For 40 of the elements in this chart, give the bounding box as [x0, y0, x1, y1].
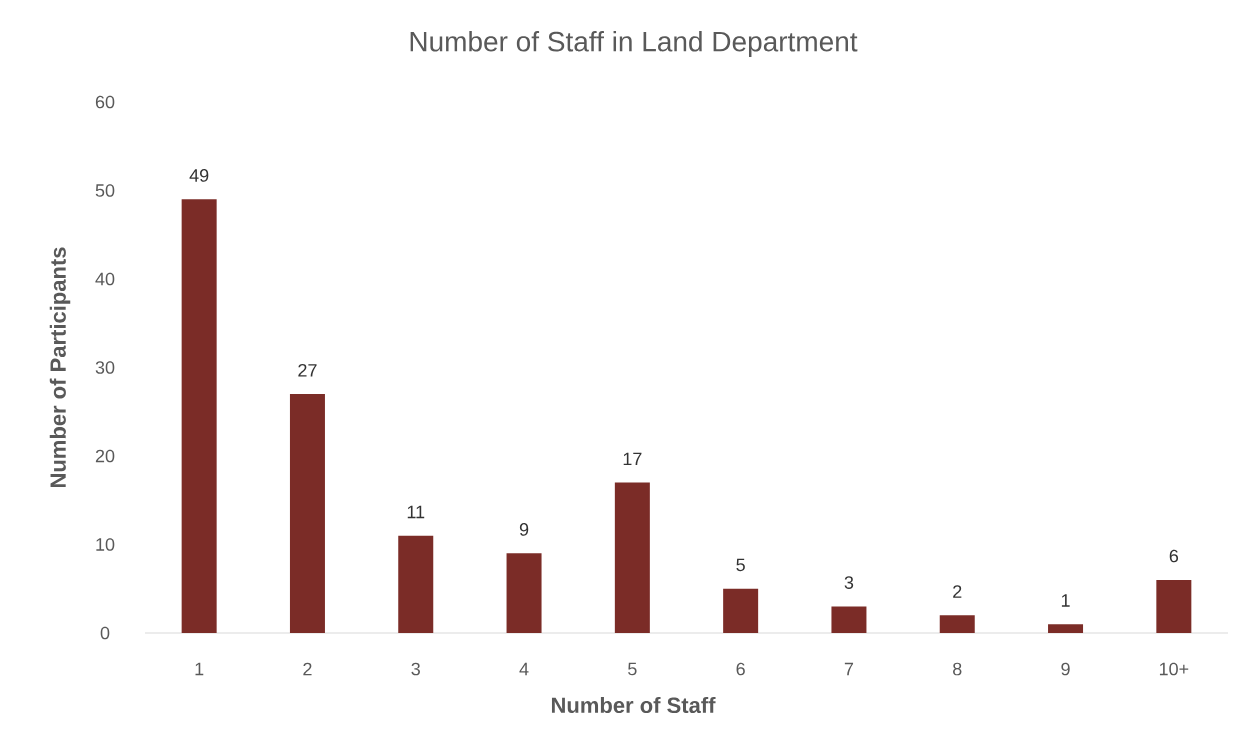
x-tick-label: 7: [844, 662, 854, 676]
bar: [939, 615, 975, 633]
x-tick-label: 5: [628, 662, 637, 676]
x-tick-label: 2: [303, 662, 312, 676]
data-label: 3: [844, 576, 854, 589]
y-tick-label: 30: [95, 361, 115, 374]
bar: [506, 553, 542, 633]
x-tick-label: 6: [736, 662, 745, 676]
bar: [181, 199, 217, 633]
bar: [398, 535, 434, 633]
y-tick-label: 60: [95, 95, 115, 109]
data-label: 2: [953, 585, 962, 598]
bar: [831, 606, 867, 633]
data-label: 9: [519, 523, 529, 536]
x-tick-label: 1: [195, 662, 204, 676]
y-tick-label: 20: [95, 449, 115, 463]
data-label: 5: [736, 558, 745, 572]
x-tick-label: 10+: [1159, 662, 1189, 676]
x-axis-title: Number of Staff: [551, 696, 716, 714]
y-tick-label: 40: [95, 272, 115, 286]
data-label: 1: [1061, 594, 1070, 607]
chart-title: Number of Staff in Land Department: [410, 30, 858, 58]
bar: [723, 588, 759, 633]
bar: [1156, 579, 1192, 633]
bar: [1048, 624, 1084, 633]
y-tick-label: 0: [100, 626, 110, 640]
x-tick-label: 4: [519, 662, 529, 676]
data-label: 6: [1169, 549, 1179, 563]
data-label: 17: [623, 452, 642, 466]
y-tick-label: 10: [96, 538, 115, 551]
x-tick-label: 3: [411, 662, 420, 676]
x-tick-label: 9: [1061, 662, 1070, 676]
data-label: 27: [298, 363, 317, 377]
x-tick-label: 8: [953, 662, 962, 676]
y-tick-label: 50: [95, 184, 115, 197]
bar: [289, 394, 325, 633]
bar: [614, 482, 650, 633]
data-label: 11: [407, 505, 425, 519]
data-label: 49: [189, 169, 209, 182]
y-axis-title: Number of Participants: [49, 247, 71, 488]
